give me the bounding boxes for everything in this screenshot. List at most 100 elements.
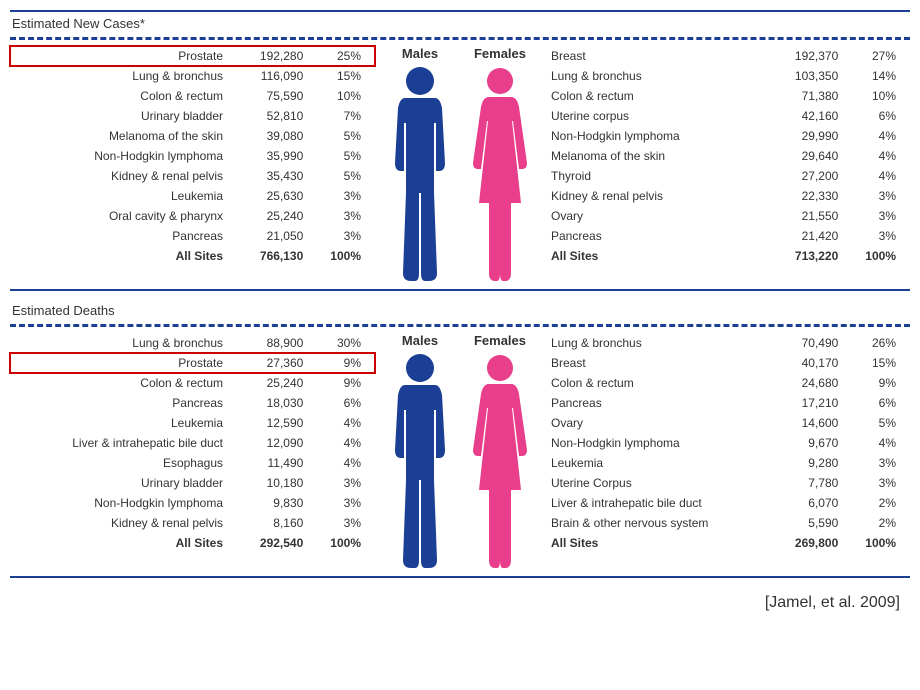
cell-site: Oral cavity & pharynx — [10, 206, 229, 226]
cell-site: Colon & rectum — [10, 373, 229, 393]
cell-count: 39,080 — [229, 126, 309, 146]
cell-site: Non-Hodgkin lymphoma — [10, 493, 229, 513]
table-row: Melanoma of the skin29,6404% — [545, 146, 910, 166]
cell-site: Leukemia — [10, 413, 229, 433]
male-figure-wrap: Males — [385, 46, 455, 283]
panel-new-cases: Prostate192,28025%Lung & bronchus116,090… — [10, 42, 910, 289]
cell-count: 24,680 — [764, 373, 844, 393]
cell-count: 25,630 — [229, 186, 309, 206]
cell-pct: 15% — [844, 353, 910, 373]
cell-pct: 4% — [309, 413, 375, 433]
table-row: Leukemia12,5904% — [10, 413, 375, 433]
cell-count: 12,090 — [229, 433, 309, 453]
cell-pct: 5% — [844, 413, 910, 433]
cell-count: 21,050 — [229, 226, 309, 246]
cell-count: 766,130 — [229, 246, 309, 266]
cell-count: 10,180 — [229, 473, 309, 493]
table-males-deaths: Lung & bronchus88,90030%Prostate27,3609%… — [10, 333, 375, 553]
label-females-deaths: Females — [474, 333, 526, 348]
table-row: Pancreas17,2106% — [545, 393, 910, 413]
cell-count: 88,900 — [229, 333, 309, 353]
table-row: Colon & rectum24,6809% — [545, 373, 910, 393]
cell-pct: 3% — [309, 473, 375, 493]
cell-site: Urinary bladder — [10, 473, 229, 493]
cell-count: 7,780 — [764, 473, 844, 493]
cell-site: Lung & bronchus — [545, 66, 764, 86]
table-row: Esophagus11,4904% — [10, 453, 375, 473]
table-row: Colon & rectum75,59010% — [10, 86, 375, 106]
cell-site: Melanoma of the skin — [10, 126, 229, 146]
cell-site: Melanoma of the skin — [545, 146, 764, 166]
cell-site: Breast — [545, 353, 764, 373]
table-row: Thyroid27,2004% — [545, 166, 910, 186]
cell-pct: 6% — [844, 106, 910, 126]
cell-pct: 4% — [844, 146, 910, 166]
cell-count: 52,810 — [229, 106, 309, 126]
cell-site: Ovary — [545, 413, 764, 433]
cell-site: Lung & bronchus — [10, 66, 229, 86]
table-row: Prostate27,3609% — [10, 353, 375, 373]
male-silhouette-icon — [385, 350, 455, 570]
cell-count: 25,240 — [229, 206, 309, 226]
table-container-males-new: Prostate192,28025%Lung & bronchus116,090… — [10, 46, 375, 266]
cell-pct: 3% — [844, 186, 910, 206]
cell-count: 12,590 — [229, 413, 309, 433]
cell-pct: 3% — [309, 206, 375, 226]
table-row: Pancreas21,0503% — [10, 226, 375, 246]
cell-pct: 100% — [844, 246, 910, 266]
cell-pct: 4% — [309, 433, 375, 453]
cell-site: Lung & bronchus — [10, 333, 229, 353]
table-row: Pancreas18,0306% — [10, 393, 375, 413]
table-row: Uterine corpus42,1606% — [545, 106, 910, 126]
table-row: Urinary bladder52,8107% — [10, 106, 375, 126]
cell-pct: 9% — [309, 353, 375, 373]
cell-pct: 3% — [309, 513, 375, 533]
cell-pct: 9% — [309, 373, 375, 393]
table-row-total: All Sites766,130100% — [10, 246, 375, 266]
cell-pct: 3% — [844, 226, 910, 246]
cell-site: All Sites — [545, 533, 764, 553]
table-row: Leukemia25,6303% — [10, 186, 375, 206]
cell-count: 21,420 — [764, 226, 844, 246]
cell-pct: 100% — [309, 533, 375, 553]
rule-dashed-deaths — [10, 324, 910, 327]
table-females-deaths: Lung & bronchus70,49026%Breast40,17015%C… — [545, 333, 910, 553]
table-row: Oral cavity & pharynx25,2403% — [10, 206, 375, 226]
cell-count: 9,670 — [764, 433, 844, 453]
cell-pct: 3% — [844, 453, 910, 473]
cell-count: 25,240 — [229, 373, 309, 393]
section-new-cases: Estimated New Cases* Prostate192,28025%L… — [10, 10, 910, 291]
table-row: Breast192,37027% — [545, 46, 910, 66]
cell-site: Colon & rectum — [545, 373, 764, 393]
cell-count: 42,160 — [764, 106, 844, 126]
cell-site: Colon & rectum — [545, 86, 764, 106]
cell-site: Liver & intrahepatic bile duct — [10, 433, 229, 453]
table-row: Breast40,17015% — [545, 353, 910, 373]
cell-site: Uterine corpus — [545, 106, 764, 126]
cell-pct: 4% — [844, 166, 910, 186]
cell-count: 70,490 — [764, 333, 844, 353]
cell-count: 9,280 — [764, 453, 844, 473]
table-row: Prostate192,28025% — [10, 46, 375, 66]
section-title-deaths: Estimated Deaths — [10, 299, 910, 322]
cell-pct: 10% — [844, 86, 910, 106]
cell-site: Lung & bronchus — [545, 333, 764, 353]
cell-count: 22,330 — [764, 186, 844, 206]
cell-pct: 4% — [844, 433, 910, 453]
label-females: Females — [474, 46, 526, 61]
table-row: Non-Hodgkin lymphoma9,8303% — [10, 493, 375, 513]
cell-count: 713,220 — [764, 246, 844, 266]
cell-count: 292,540 — [229, 533, 309, 553]
cell-count: 29,640 — [764, 146, 844, 166]
table-row: Non-Hodgkin lymphoma29,9904% — [545, 126, 910, 146]
cell-pct: 27% — [844, 46, 910, 66]
table-container-males-deaths: Lung & bronchus88,90030%Prostate27,3609%… — [10, 333, 375, 553]
table-row: Pancreas21,4203% — [545, 226, 910, 246]
male-figure-wrap-deaths: Males — [385, 333, 455, 570]
cell-count: 9,830 — [229, 493, 309, 513]
cell-pct: 100% — [844, 533, 910, 553]
cell-pct: 7% — [309, 106, 375, 126]
table-row: Melanoma of the skin39,0805% — [10, 126, 375, 146]
cell-site: Thyroid — [545, 166, 764, 186]
section-deaths: Estimated Deaths Lung & bronchus88,90030… — [10, 299, 910, 578]
